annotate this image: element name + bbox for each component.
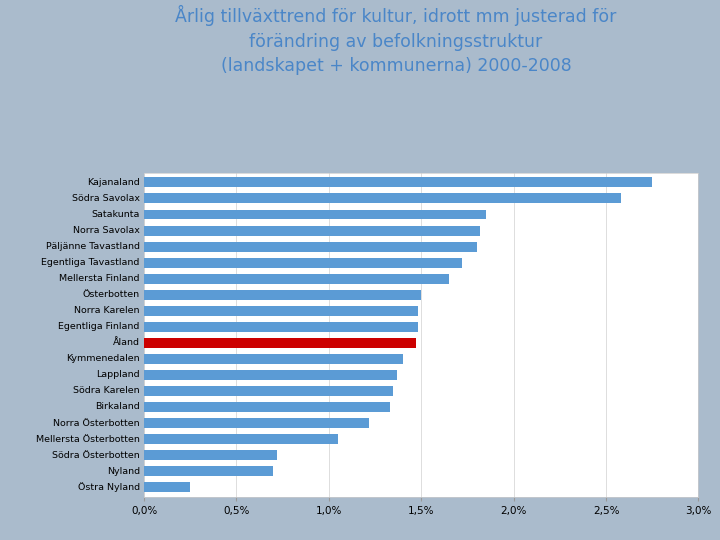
Bar bbox=[144, 241, 477, 252]
Bar bbox=[144, 258, 462, 268]
Bar bbox=[144, 354, 402, 364]
Bar bbox=[144, 466, 274, 476]
Bar bbox=[144, 193, 621, 204]
Bar bbox=[144, 274, 449, 284]
Bar bbox=[144, 322, 418, 332]
Bar bbox=[144, 418, 369, 428]
Bar bbox=[144, 178, 652, 187]
Bar bbox=[144, 210, 486, 219]
Bar bbox=[144, 386, 394, 396]
Text: Årlig tillväxttrend för kultur, idrott mm justerad för
förändring av befolknings: Årlig tillväxttrend för kultur, idrott m… bbox=[175, 5, 617, 75]
Bar bbox=[144, 338, 415, 348]
Bar bbox=[144, 434, 338, 444]
Bar bbox=[144, 482, 190, 492]
Bar bbox=[144, 370, 397, 380]
Bar bbox=[144, 306, 418, 316]
Bar bbox=[144, 290, 421, 300]
Bar bbox=[144, 226, 480, 235]
Bar bbox=[144, 402, 390, 412]
Bar bbox=[144, 450, 277, 460]
